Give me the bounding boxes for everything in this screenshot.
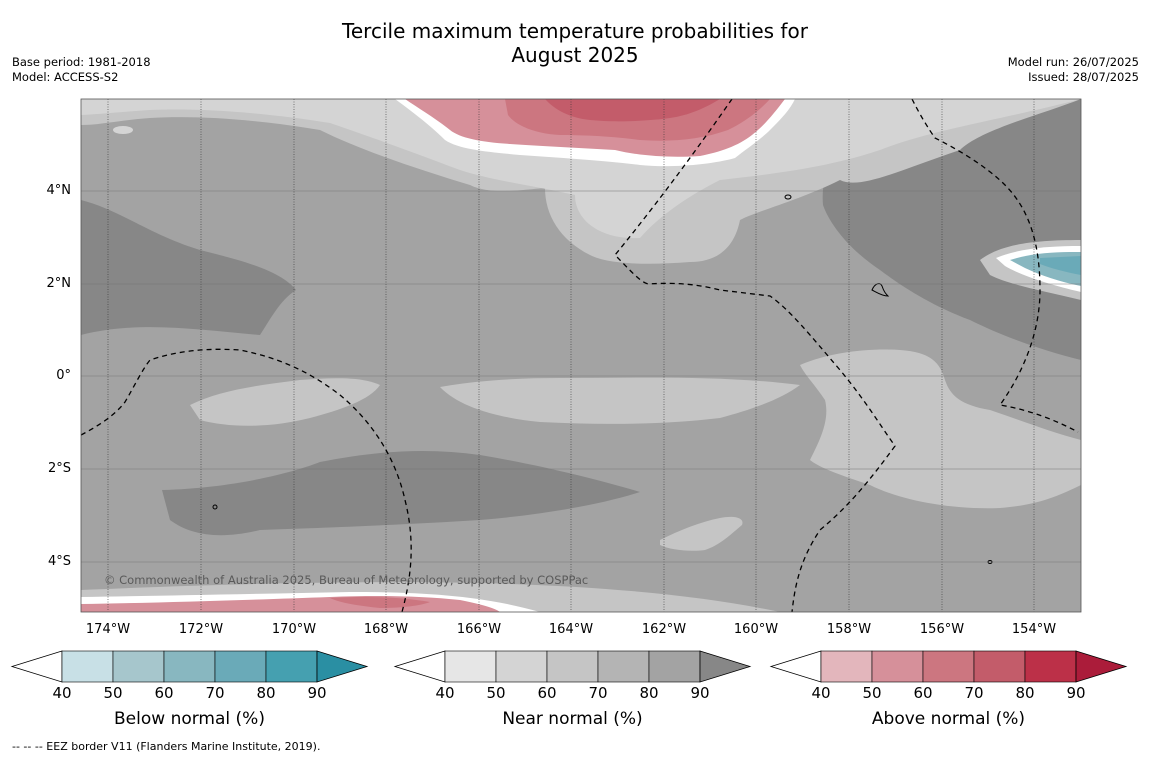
- colorbar-segment: [871, 650, 924, 683]
- y-tick-label: 4°S: [47, 554, 71, 569]
- colorbar-segment: [495, 650, 548, 683]
- base-period: Base period: 1981-2018: [12, 55, 151, 69]
- colorbar-tick-label: 40: [435, 684, 455, 702]
- y-tick-label: 0°: [56, 368, 71, 383]
- colorbar-segment: [820, 650, 873, 683]
- colorbar-tick-label: 90: [307, 684, 327, 702]
- model-run: Model run: 26/07/2025: [1007, 55, 1139, 69]
- colorbar-segment: [61, 650, 114, 683]
- colorbar-tick-label: 40: [52, 684, 72, 702]
- colorbar-min-extend: [393, 650, 446, 683]
- colorbar-segment: [112, 650, 165, 683]
- copyright-note: © Commonwealth of Australia 2025, Bureau…: [104, 573, 589, 587]
- eez-borders: [81, 99, 1079, 612]
- colorbar-tick-label: 50: [103, 684, 123, 702]
- x-tick-label: 164°W: [548, 622, 594, 637]
- y-tick-label: 4°N: [46, 183, 72, 198]
- colorbar-segment: [444, 650, 497, 683]
- x-tick-label: 156°W: [919, 622, 965, 637]
- title-line-2: August 2025: [511, 43, 639, 67]
- colorbar-tick-label: 50: [862, 684, 882, 702]
- colorbar-tick-label: 60: [537, 684, 557, 702]
- colorbar-segment: [163, 650, 216, 683]
- colorbar-segment: [214, 650, 267, 683]
- meta-right: Model run: 26/07/2025 Issued: 28/07/2025: [1008, 55, 1139, 85]
- model-name: Model: ACCESS-S2: [12, 70, 119, 84]
- eez-footnote: -- -- -- EEZ border V11 (Flanders Marine…: [12, 740, 321, 753]
- colorbar-tick-label: 90: [690, 684, 710, 702]
- colorbar-segment: [1024, 650, 1077, 683]
- colorbar-segment: [546, 650, 599, 683]
- y-tick-label: 2°S: [47, 461, 71, 476]
- colorbar-max-extend: [699, 650, 752, 683]
- x-tick-label: 154°W: [1011, 622, 1057, 637]
- x-tick-label: 170°W: [271, 622, 317, 637]
- colorbar-max-extend: [1075, 650, 1128, 683]
- colorbar-title: Above normal (%): [871, 709, 1026, 729]
- x-tick-label: 174°W: [85, 622, 131, 637]
- colorbar-tick-label: 70: [964, 684, 984, 702]
- colorbar-tick-label: 70: [588, 684, 608, 702]
- colorbar-max-extend: [316, 650, 369, 683]
- colorbar-tick-label: 60: [154, 684, 174, 702]
- colorbar-title: Near normal (%): [502, 709, 643, 729]
- colorbar-segment: [648, 650, 701, 683]
- map-title: Tercile maximum temperature probabilitie…: [0, 19, 1150, 67]
- y-tick-label: 2°N: [46, 276, 72, 291]
- graticule: [81, 99, 1081, 612]
- colorbar-tick-label: 50: [486, 684, 506, 702]
- x-tick-label: 162°W: [641, 622, 687, 637]
- colorbar-min-extend: [10, 650, 63, 683]
- colorbar-tick-label: 80: [1015, 684, 1035, 702]
- colorbar-segment: [922, 650, 975, 683]
- colorbars: [10, 650, 1128, 683]
- colorbar-tick-label: 70: [205, 684, 225, 702]
- x-tick-label: 158°W: [826, 622, 872, 637]
- colorbar-tick-label: 40: [811, 684, 831, 702]
- colorbar-min-extend: [769, 650, 822, 683]
- x-tick-label: 168°W: [363, 622, 409, 637]
- colorbar-segment: [597, 650, 650, 683]
- colorbar-title: Below normal (%): [114, 709, 265, 729]
- x-tick-label: 166°W: [456, 622, 502, 637]
- colorbar-segment: [265, 650, 318, 683]
- x-tick-label: 160°W: [733, 622, 779, 637]
- x-tick-label: 172°W: [178, 622, 224, 637]
- colorbar-tick-label: 80: [639, 684, 659, 702]
- colorbar-segment: [973, 650, 1026, 683]
- colorbar-tick-label: 80: [256, 684, 276, 702]
- colorbar-tick-label: 60: [913, 684, 933, 702]
- probability-field: [81, 99, 1081, 612]
- issued-date: Issued: 28/07/2025: [1028, 70, 1139, 84]
- meta-left: Base period: 1981-2018 Model: ACCESS-S2: [12, 55, 151, 85]
- colorbar-tick-label: 90: [1066, 684, 1086, 702]
- title-line-1: Tercile maximum temperature probabilitie…: [342, 19, 808, 43]
